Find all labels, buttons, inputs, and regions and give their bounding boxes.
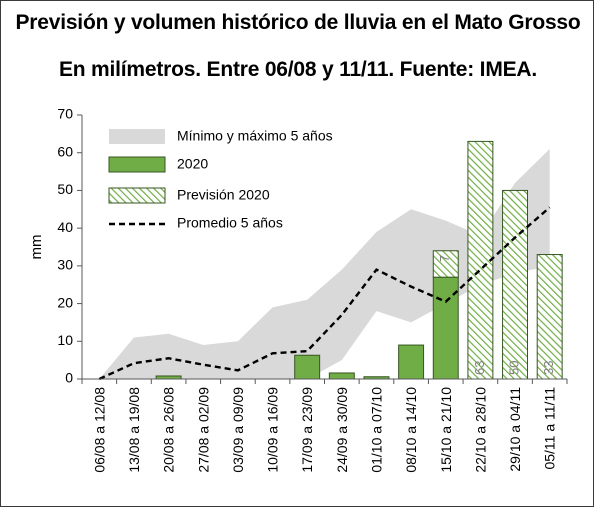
legend-swatch-prevision: [108, 187, 166, 204]
y-tick-label: 50: [57, 181, 73, 197]
legend-label: Previsión 2020: [177, 187, 270, 203]
average-line: [98, 206, 551, 381]
x-tick-label: 20/08 a 26/08: [161, 387, 177, 473]
legend-swatch-2020: [108, 156, 166, 173]
y-tick-label: 10: [57, 332, 73, 348]
chart-title: Previsión y volumen histórico de lluvia …: [15, 11, 581, 34]
y-tick-label: 60: [57, 143, 73, 159]
x-tick-label: 01/10 a 07/10: [368, 387, 384, 473]
x-tick-label: 27/08 a 02/09: [195, 387, 211, 473]
legend-label: Promedio 5 años: [177, 215, 283, 231]
x-tick-label: 24/09 a 30/09: [334, 387, 350, 473]
legend-label: Mínimo y máximo 5 años: [177, 128, 333, 144]
x-tick-label: 06/08 a 12/08: [91, 387, 107, 473]
bar-2020-7: [328, 372, 355, 380]
bar-prevision-11: [467, 140, 494, 380]
x-tick-label: 15/10 a 21/10: [438, 387, 454, 473]
y-tick-label: 40: [57, 219, 73, 235]
x-tick-label: 03/09 a 09/09: [230, 387, 246, 473]
data-label-10: 7: [437, 255, 452, 262]
bar-prevision-13: [536, 254, 563, 380]
bar-prevision-12: [502, 189, 529, 380]
legend-swatch-range: [109, 129, 165, 144]
legend-label: 2020: [177, 156, 208, 172]
y-tick-label: 0: [65, 370, 73, 386]
x-tick-label: 05/11 a 11/11: [542, 387, 558, 470]
bar-prevision-10: [432, 250, 459, 278]
bar-2020-9: [398, 344, 425, 380]
x-tick-label: 13/08 a 19/08: [126, 387, 142, 473]
x-tick-label: 29/10 a 04/11: [507, 387, 523, 472]
x-tick-label: 10/09 a 16/09: [265, 387, 281, 473]
data-label-11: 63: [472, 361, 487, 375]
data-label-12: 50: [506, 361, 521, 375]
chart-subtitle: En milímetros. Entre 06/08 y 11/11. Fuen…: [58, 58, 538, 81]
y-axis-label: mm: [28, 235, 45, 260]
x-tick-label: 08/10 a 14/10: [403, 387, 419, 473]
x-tick-label: 17/09 a 23/09: [299, 387, 315, 473]
x-tick-label: 22/10 a 28/10: [472, 387, 488, 473]
data-label-13: 33: [541, 361, 556, 375]
y-tick-label: 30: [57, 257, 73, 273]
y-tick-label: 70: [57, 106, 73, 122]
y-tick-label: 20: [57, 294, 73, 310]
bar-2020-6: [294, 354, 321, 380]
